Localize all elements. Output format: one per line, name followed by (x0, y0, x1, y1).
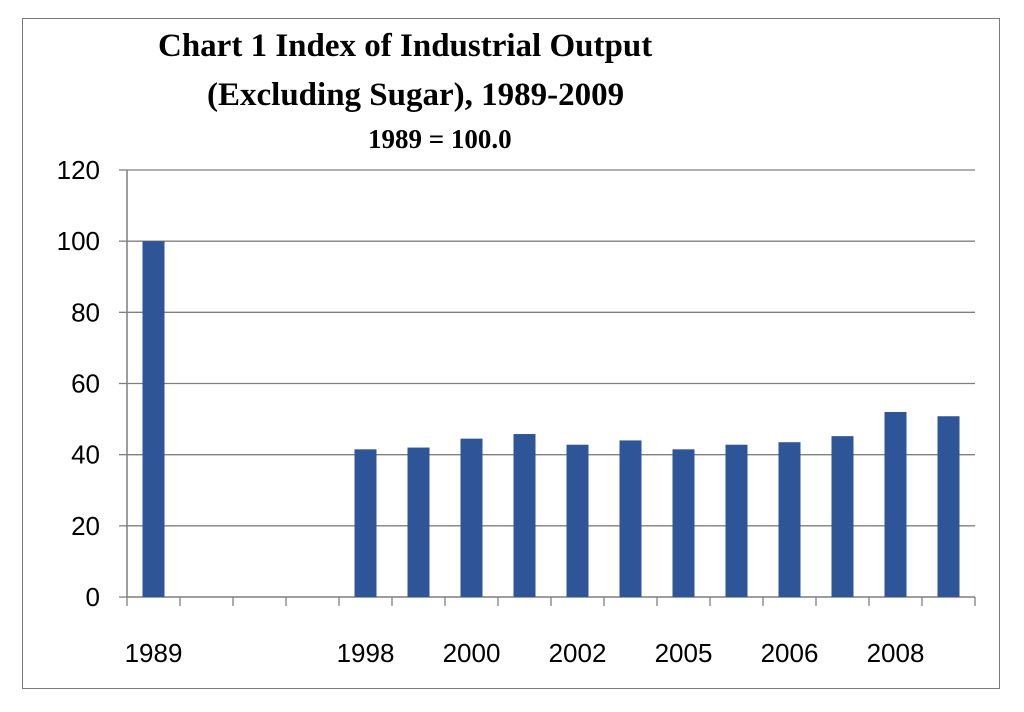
tick-labels: 0 20 40 60 80 100 120 1989 1998 2000 2002 2005 2006 2… (57, 155, 925, 668)
x-tick-label-2002: 2002 (549, 638, 607, 668)
x-tick-label-1989: 1989 (125, 638, 183, 668)
bar-15 (937, 416, 960, 597)
bars (142, 241, 960, 597)
bar-7 (513, 434, 536, 597)
chart-base-note: 1989 = 100.0 (368, 124, 512, 154)
y-tick-label-40: 40 (71, 440, 100, 470)
bar-14 (884, 411, 907, 597)
x-tick-label-2008: 2008 (867, 638, 925, 668)
bar-0 (142, 241, 165, 597)
y-tick-label-0: 0 (86, 582, 100, 612)
bar-10 (672, 449, 695, 597)
y-tick-label-100: 100 (57, 226, 100, 256)
bar-13 (831, 436, 854, 597)
x-tick-label-2005: 2005 (655, 638, 713, 668)
x-tick-label-2000: 2000 (443, 638, 501, 668)
bar-8 (566, 444, 589, 597)
bar-12 (778, 442, 801, 597)
chart-title: Chart 1 Index of Industrial Output (158, 28, 653, 64)
bar-6 (460, 438, 483, 597)
bar-5 (407, 447, 430, 597)
x-tick-label-2006: 2006 (761, 638, 819, 668)
bar-4 (354, 449, 377, 597)
y-tick-label-60: 60 (71, 369, 100, 399)
y-tick-label-120: 120 (57, 155, 100, 185)
y-tick-label-20: 20 (71, 511, 100, 541)
bar-11 (725, 444, 748, 597)
x-tick-label-1998: 1998 (337, 638, 395, 668)
gridlines (127, 169, 975, 527)
chart-subtitle: (Excluding Sugar), 1989-2009 (207, 77, 625, 113)
bar-9 (619, 440, 642, 597)
y-tick-label-80: 80 (71, 297, 100, 327)
